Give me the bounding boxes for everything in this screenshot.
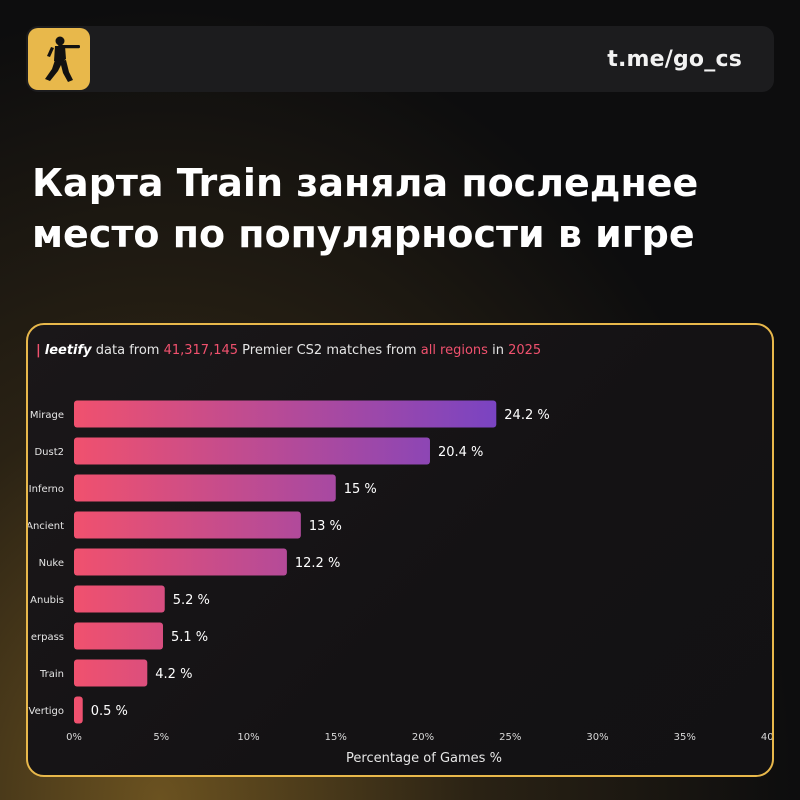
bar-inferno [74,474,336,502]
subtitle-text-3: in [492,343,504,358]
value-label: 0.5 % [91,704,128,719]
x-tick-label: 35% [674,732,696,743]
subtitle-text-1: data from [95,343,160,358]
chart-subtitle: | leetify data from 41,317,145 Premier CS… [36,343,541,358]
bar-vertigo [74,696,83,724]
value-label: 15 % [344,482,377,497]
value-label: 5.1 % [171,630,208,645]
category-label: Nuke [39,558,64,569]
chart-card: | leetify data from 41,317,145 Premier CS… [26,323,774,777]
bar-anubis [74,585,165,613]
x-axis-label: Percentage of Games % [346,751,502,766]
category-label: Dust2 [34,447,64,458]
category-label: Mirage [30,410,64,421]
bar-nuke [74,548,287,576]
x-tick-label: 0% [66,732,82,743]
x-tick-label: 15% [325,732,347,743]
x-tick-label: 20% [412,732,434,743]
x-tick-label: 5% [153,732,169,743]
category-label: erpass [31,632,64,643]
matches-count: 41,317,145 [163,343,239,358]
x-tick-label: 10% [237,732,259,743]
bar-mirage [74,400,497,428]
x-tick-label: 30% [586,732,608,743]
top-bar: t.me/go_cs [26,26,774,92]
value-label: 20.4 % [438,445,483,460]
category-label: Inferno [29,484,64,495]
value-label: 12.2 % [295,556,340,571]
x-tick-label: 40% [761,732,772,743]
bar-overpass [74,622,163,650]
brand-bar-mark: | [36,343,41,358]
subtitle-text-2: Premier CS2 matches from [242,343,417,358]
category-label: Vertigo [29,706,65,717]
brand-name: leetify [44,343,92,358]
year-label: 2025 [508,343,542,358]
value-label: 5.2 % [173,593,210,608]
bar-dust2 [74,437,430,465]
regions-label: all regions [420,343,488,358]
category-label: Anubis [30,595,64,606]
x-tick-label: 25% [499,732,521,743]
value-label: 13 % [309,519,342,534]
bar-ancient [74,511,301,539]
value-label: 24.2 % [504,408,549,423]
channel-handle[interactable]: t.me/go_cs [607,46,742,72]
value-label: 4.2 % [155,667,192,682]
bar-chart: Mirage 24.2 % Dust2 20.4 % Inferno 15 % Ancien… [28,400,772,766]
category-label: Ancient [28,521,64,532]
bar-train [74,659,148,687]
category-label: Train [39,669,64,680]
channel-logo [28,28,90,90]
soldier-silhouette-icon [45,36,80,82]
page-title: Карта Train заняла последнее место по по… [32,161,699,256]
